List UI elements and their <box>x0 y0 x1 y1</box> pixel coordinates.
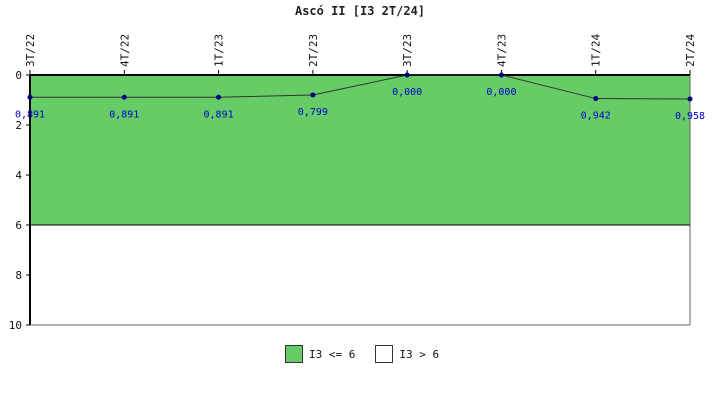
x-tick-label: 3T/23 <box>401 34 414 67</box>
data-labels: 0,891 0,891 0,891 0,799 0,000 0,000 0,942 0,958 <box>15 87 705 122</box>
chart-title: Ascó II [I3 2T/24] <box>295 4 425 18</box>
data-label: 0,000 <box>486 87 516 98</box>
y-tick-label: 2 <box>15 119 22 132</box>
data-point <box>121 94 127 100</box>
x-axis-ticks: 3T/22 4T/22 1T/23 2T/23 3T/23 4T/23 1T/24 2T/24 <box>24 34 697 75</box>
band-above-threshold <box>30 225 690 325</box>
data-label: 0,958 <box>675 111 705 122</box>
legend-label-over-limit: I3 > 6 <box>399 347 440 361</box>
x-tick-label: 2T/23 <box>307 34 320 67</box>
legend: I3 <= 6 I3 > 6 <box>285 345 459 363</box>
y-tick-label: 4 <box>15 169 22 182</box>
data-label: 0,891 <box>15 109 45 120</box>
series-points <box>27 72 693 102</box>
band-below-threshold <box>30 75 690 225</box>
data-point <box>593 96 599 102</box>
axes <box>29 74 691 326</box>
data-label: 0,000 <box>392 87 422 98</box>
data-label: 0,891 <box>204 109 234 120</box>
y-tick-label: 10 <box>9 319 22 332</box>
data-point <box>404 72 410 78</box>
legend-item-over-limit: I3 > 6 <box>375 345 439 363</box>
x-tick-label: 1T/23 <box>213 34 226 67</box>
x-tick-label: 1T/24 <box>590 34 603 67</box>
data-point <box>687 96 693 102</box>
x-tick-label: 4T/22 <box>118 34 131 67</box>
x-tick-label: 2T/24 <box>684 34 697 67</box>
x-tick-label: 4T/23 <box>495 34 508 67</box>
y-axis-ticks: 0 2 4 6 8 10 <box>9 69 30 332</box>
data-label: 0,942 <box>581 111 611 122</box>
y-tick-label: 8 <box>15 269 22 282</box>
data-label: 0,891 <box>109 109 139 120</box>
legend-item-within-limit: I3 <= 6 <box>285 345 355 363</box>
data-label: 0,799 <box>298 107 328 118</box>
legend-swatch-white <box>375 345 394 363</box>
series-line <box>30 74 691 100</box>
y-tick-label: 6 <box>15 219 22 232</box>
legend-swatch-green <box>285 345 303 363</box>
data-point <box>216 94 222 100</box>
data-point <box>498 72 504 78</box>
y-tick-label: 0 <box>15 69 22 82</box>
legend-label-within-limit: I3 <= 6 <box>309 347 356 361</box>
x-tick-label: 3T/22 <box>24 34 37 67</box>
data-point <box>310 92 316 98</box>
data-point <box>27 94 33 100</box>
